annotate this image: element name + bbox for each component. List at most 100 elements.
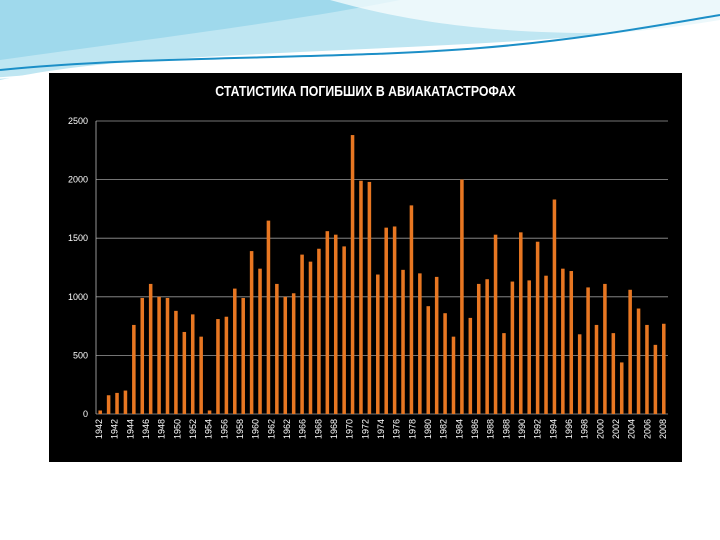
bar-chart: 0 500 1000 1500 2000 2500 1942 1942 1944 1946 1948… [68, 116, 668, 439]
bar [266, 220, 271, 414]
y-tick-label: 2000 [68, 175, 88, 185]
bar [367, 181, 372, 414]
bar [628, 289, 632, 414]
bar [249, 251, 254, 414]
bar [535, 241, 540, 414]
bar [544, 275, 548, 414]
bar [662, 323, 666, 414]
x-tick-label: 1968 [329, 419, 339, 439]
x-tick-label: 1972 [360, 419, 370, 439]
bar [451, 336, 456, 414]
y-tick-label: 0 [83, 409, 88, 419]
x-tick-label: 1948 [157, 419, 167, 439]
x-tick-label: 1986 [470, 419, 480, 439]
bar [283, 296, 288, 414]
x-tick-label: 1962 [266, 419, 276, 439]
bar [241, 297, 245, 414]
x-tick-label: 1990 [517, 419, 527, 439]
x-tick-label: 1954 [204, 419, 214, 439]
bar [418, 273, 422, 414]
bar [552, 199, 557, 414]
bar [182, 331, 187, 414]
bar [376, 274, 380, 414]
bar [586, 287, 590, 414]
bar [426, 306, 431, 414]
x-tick-label: 1988 [501, 419, 511, 439]
bar [325, 231, 330, 414]
bar [645, 324, 649, 414]
x-tick-label: 1946 [141, 419, 151, 439]
bar [603, 283, 607, 414]
bar [190, 314, 195, 414]
bar [384, 227, 388, 414]
bar [485, 279, 489, 414]
bar [291, 293, 296, 414]
x-tick-label: 1966 [298, 419, 308, 439]
bar [317, 248, 321, 414]
x-tick-label: 1992 [533, 419, 543, 439]
bar [350, 135, 355, 414]
bar [636, 308, 641, 414]
bar [174, 310, 178, 414]
bar [409, 205, 414, 414]
bar [468, 317, 473, 414]
bar [98, 410, 102, 414]
x-tick-label: 1984 [454, 419, 464, 439]
bar [300, 254, 304, 414]
x-tick-label: 1998 [580, 419, 590, 439]
bar [216, 319, 220, 414]
bar [148, 283, 153, 414]
x-tick-label: 2006 [642, 419, 652, 439]
x-tick-label: 1968 [313, 419, 323, 439]
x-tick-label: 1952 [188, 419, 198, 439]
bar [233, 288, 237, 414]
bar [333, 234, 338, 414]
x-tick-label: 1958 [235, 419, 245, 439]
x-tick-label: 1942 [94, 419, 104, 439]
bar [569, 271, 574, 414]
y-tick-label: 1000 [68, 292, 88, 302]
x-tick-label: 1970 [345, 419, 355, 439]
x-tick-label: 1962 [282, 419, 292, 439]
bar [275, 283, 279, 414]
x-tick-label: 1978 [407, 419, 417, 439]
bar [258, 268, 262, 414]
x-tick-label: 2004 [627, 419, 637, 439]
x-tick-label: 1976 [392, 419, 402, 439]
bar [519, 232, 523, 414]
bar [594, 324, 599, 414]
bar [342, 246, 346, 414]
x-tick-label: 2000 [595, 419, 605, 439]
y-tick-label: 500 [73, 350, 88, 360]
bar [577, 334, 582, 414]
x-tick-label: 1956 [219, 419, 229, 439]
bar [561, 268, 565, 414]
bar [619, 362, 624, 414]
x-tick-label: 2008 [658, 419, 668, 439]
bar [308, 261, 313, 414]
x-tick-label: 1950 [172, 419, 182, 439]
bar [460, 179, 464, 414]
x-tick-label: 1996 [564, 419, 574, 439]
x-tick-label: 1942 [110, 419, 120, 439]
x-tick-label: 1960 [251, 419, 261, 439]
y-tick-label: 2500 [68, 116, 88, 126]
bar [106, 395, 111, 414]
bar [224, 316, 229, 414]
bar [115, 392, 119, 414]
bar [157, 296, 161, 414]
bar [401, 269, 405, 414]
bar [611, 333, 616, 414]
bar [199, 336, 203, 414]
bar [207, 410, 212, 414]
bar [165, 297, 170, 414]
bar [510, 281, 515, 414]
x-tick-label: 1982 [439, 419, 449, 439]
bar [493, 234, 498, 414]
bar [653, 344, 658, 414]
y-tick-label: 1500 [68, 233, 88, 243]
bar [392, 226, 397, 414]
bar [443, 313, 447, 414]
bar [132, 324, 136, 414]
bar [476, 283, 481, 414]
